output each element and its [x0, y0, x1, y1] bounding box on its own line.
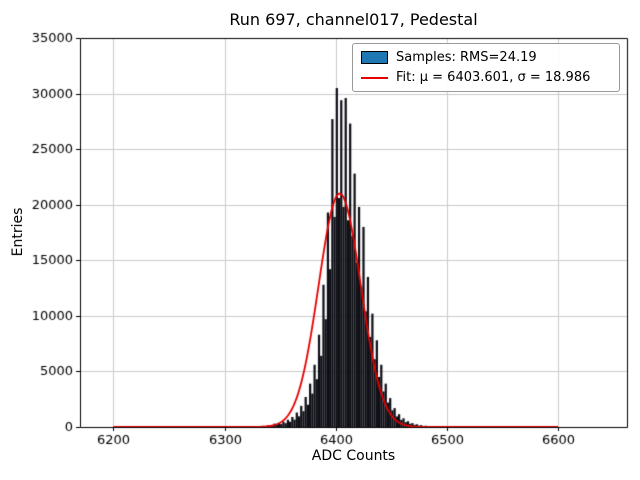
legend-label-fit: Fit: μ = 6403.601, σ = 18.986	[396, 70, 591, 85]
legend-label-samples: Samples: RMS=24.19	[396, 50, 537, 65]
chart-title: Run 697, channel017, Pedestal	[229, 10, 478, 29]
fit-line-swatch	[361, 76, 388, 79]
legend: Samples: RMS=24.19 Fit: μ = 6403.601, σ …	[352, 43, 620, 92]
y-axis-label: Entries	[10, 207, 26, 257]
samples-swatch	[361, 51, 388, 64]
legend-item-samples: Samples: RMS=24.19	[361, 50, 611, 65]
legend-item-fit: Fit: μ = 6403.601, σ = 18.986	[361, 70, 611, 85]
x-axis-label: ADC Counts	[311, 448, 396, 464]
